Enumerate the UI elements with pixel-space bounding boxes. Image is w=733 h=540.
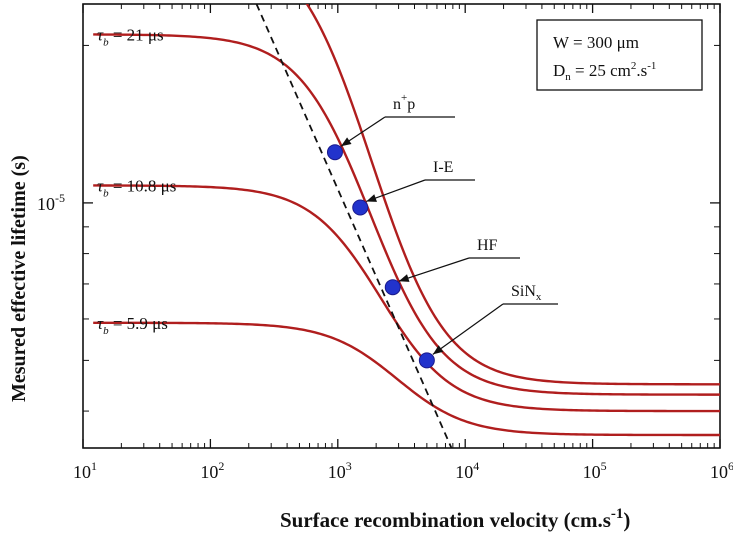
- arrow-line-SiNx: [432, 303, 504, 355]
- arrowhead-SiNx: [432, 345, 444, 355]
- point-label-HF: HF: [477, 237, 498, 254]
- curve-label-2: τb = 21 μs: [97, 26, 164, 49]
- info-box: W = 300 μm Dn = 25 cm2.s-1: [536, 19, 703, 91]
- data-point-n+p: [326, 144, 343, 161]
- point-label-n+p: n+p: [393, 92, 415, 113]
- arrows-group: n+p I-E HF SiNx: [340, 92, 558, 355]
- x-tick-label: 104: [455, 459, 479, 482]
- x-tick-label: 101: [73, 459, 97, 482]
- y-axis-title: Mesured effective lifetime (s): [8, 155, 30, 402]
- info-sup1: 2: [631, 60, 637, 72]
- x-tick-label: 106: [710, 459, 733, 482]
- curve-label-3: τb = 10.8 μs: [97, 177, 176, 200]
- arrow-line-HF: [398, 257, 470, 282]
- info-d-sub: n: [565, 71, 571, 83]
- info-box-line1: W = 300 μm: [553, 33, 639, 52]
- info-sup2: -1: [647, 60, 656, 72]
- info-box-line2: Dn = 25 cm2.s-1: [553, 60, 656, 83]
- arrowhead-n+p: [340, 137, 352, 147]
- x-tick-label: 103: [328, 459, 352, 482]
- info-eq: = 25 cm: [571, 61, 631, 80]
- data-point-I-E: [352, 199, 369, 216]
- info-d: D: [553, 61, 565, 80]
- x-tick-label: 105: [583, 459, 607, 482]
- y-tick-label: 10-5: [37, 191, 65, 214]
- info-box-frame: [536, 19, 703, 91]
- lifetime-curve-1: [305, 4, 720, 386]
- dashed-line-group: [255, 4, 453, 448]
- plot-frame: [82, 3, 721, 449]
- curve-label-4: τb = 5.9 μs: [97, 314, 168, 337]
- data-point-SiNx: [418, 352, 435, 369]
- arrowhead-HF: [398, 274, 410, 282]
- x-axis-title: Surface recombination velocity (cm.s-1): [280, 506, 630, 532]
- curves-group: [93, 4, 720, 437]
- lifetime-curve-4: [93, 321, 720, 437]
- lifetime-curve-3: [93, 184, 720, 413]
- points-group: [326, 144, 435, 369]
- point-label-SiNx: SiNx: [511, 283, 542, 303]
- point-label-I-E: I-E: [433, 159, 453, 176]
- arrowhead-I-E: [366, 194, 377, 202]
- arrow-line-I-E: [366, 179, 426, 203]
- lifetime-curve-2: [93, 33, 720, 396]
- dashed-guide-line: [255, 4, 453, 448]
- x-tick-label: 102: [200, 459, 224, 482]
- data-point-HF: [384, 279, 401, 296]
- axis-ticks: 101 102 103 104 105 106 10-5: [37, 4, 733, 482]
- info-s: .s: [636, 61, 647, 80]
